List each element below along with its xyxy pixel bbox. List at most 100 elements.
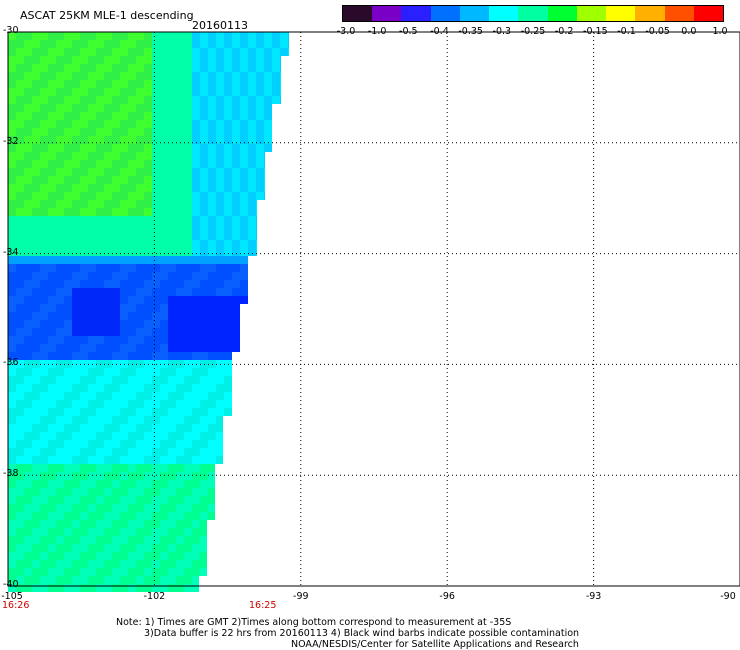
swath-cell xyxy=(176,408,184,416)
swath-cell xyxy=(136,520,144,528)
swath-cell xyxy=(248,120,256,128)
swath-cell xyxy=(48,544,56,552)
swath-cell xyxy=(104,56,112,64)
swath-cell xyxy=(256,48,264,56)
swath-cell xyxy=(168,368,176,376)
swath-cell xyxy=(160,168,168,176)
swath-cell xyxy=(144,272,152,280)
swath-cell xyxy=(208,400,216,408)
swath-cell xyxy=(40,32,48,40)
swath-cell xyxy=(152,56,160,64)
swath-cell xyxy=(56,320,64,328)
swath-cell xyxy=(176,200,184,208)
swath-cell xyxy=(232,296,240,304)
swath-cell xyxy=(144,128,152,136)
swath-cell xyxy=(72,528,80,536)
swath-cell xyxy=(72,552,80,560)
swath-cell xyxy=(120,128,128,136)
swath-cell xyxy=(104,160,112,168)
swath-cell xyxy=(72,32,80,40)
swath-cell xyxy=(48,112,56,120)
swath-cell xyxy=(32,344,40,352)
swath-cell xyxy=(88,152,96,160)
swath-cell xyxy=(200,480,208,488)
swath-cell xyxy=(152,144,160,152)
swath-cell xyxy=(176,496,184,504)
swath-cell xyxy=(24,256,32,264)
swath-cell xyxy=(184,432,192,440)
swath-cell xyxy=(144,312,152,320)
swath-cell xyxy=(160,256,168,264)
swath-cell xyxy=(160,352,168,360)
swath-cell xyxy=(40,184,48,192)
map-date: 20160113 xyxy=(192,19,248,32)
swath-cell xyxy=(80,168,88,176)
swath-cell xyxy=(112,384,120,392)
swath-cell xyxy=(224,352,232,360)
swath-cell xyxy=(200,256,208,264)
swath-cell xyxy=(200,536,207,544)
swath-cell xyxy=(112,320,120,328)
swath-cell xyxy=(104,448,112,456)
swath-cell xyxy=(224,160,232,168)
swath-cell xyxy=(120,392,128,400)
swath-cell xyxy=(48,168,56,176)
swath-cell xyxy=(112,392,120,400)
swath-cell xyxy=(200,128,208,136)
swath-cell xyxy=(168,392,176,400)
swath-cell xyxy=(72,440,80,448)
swath-cell xyxy=(112,104,120,112)
swath-cell xyxy=(96,232,104,240)
swath-cell xyxy=(168,152,176,160)
swath-cell xyxy=(56,328,64,336)
swath-cell xyxy=(40,576,48,584)
swath-cell xyxy=(224,64,232,72)
swath-cell xyxy=(64,152,72,160)
swath-cell xyxy=(184,72,192,80)
swath-cell xyxy=(72,560,80,568)
swath-cell xyxy=(40,168,48,176)
swath-cell xyxy=(160,448,168,456)
swath-cell xyxy=(136,280,144,288)
swath-cell xyxy=(104,424,112,432)
swath-cell xyxy=(248,232,256,240)
swath-cell xyxy=(240,32,248,40)
swath-cell xyxy=(88,512,96,520)
swath-cell xyxy=(184,568,192,576)
swath-cell xyxy=(168,480,176,488)
swath-cell xyxy=(64,584,72,592)
swath-cell xyxy=(240,176,248,184)
swath-cell xyxy=(40,296,48,304)
swath-cell xyxy=(128,208,136,216)
swath-cell xyxy=(56,32,64,40)
swath-cell xyxy=(120,112,128,120)
swath-cell xyxy=(80,504,88,512)
swath-cell xyxy=(8,344,16,352)
swath-cell xyxy=(160,416,168,424)
swath-cell xyxy=(152,440,160,448)
colorbar-swatch xyxy=(635,6,665,21)
swath-cell xyxy=(216,248,224,256)
swath-cell xyxy=(256,136,264,144)
swath-cell xyxy=(104,240,112,248)
swath-cell xyxy=(24,184,32,192)
swath-cell xyxy=(88,48,96,56)
swath-cell xyxy=(80,384,88,392)
swath-cell xyxy=(104,256,112,264)
swath-cell xyxy=(120,104,128,112)
swath-cell xyxy=(176,72,184,80)
swath-cell xyxy=(216,376,224,384)
swath-cell xyxy=(56,496,64,504)
swath-cell xyxy=(152,512,160,520)
swath-cell xyxy=(24,296,32,304)
swath-cell xyxy=(104,304,112,312)
swath-cell xyxy=(64,464,72,472)
swath-cell xyxy=(64,520,72,528)
swath-cell xyxy=(256,208,257,216)
swath-cell xyxy=(48,440,56,448)
swath-cell xyxy=(192,72,200,80)
colorbar-swatch xyxy=(606,6,636,21)
swath-cell xyxy=(232,328,240,336)
swath-cell xyxy=(104,312,112,320)
swath-cell xyxy=(104,216,112,224)
